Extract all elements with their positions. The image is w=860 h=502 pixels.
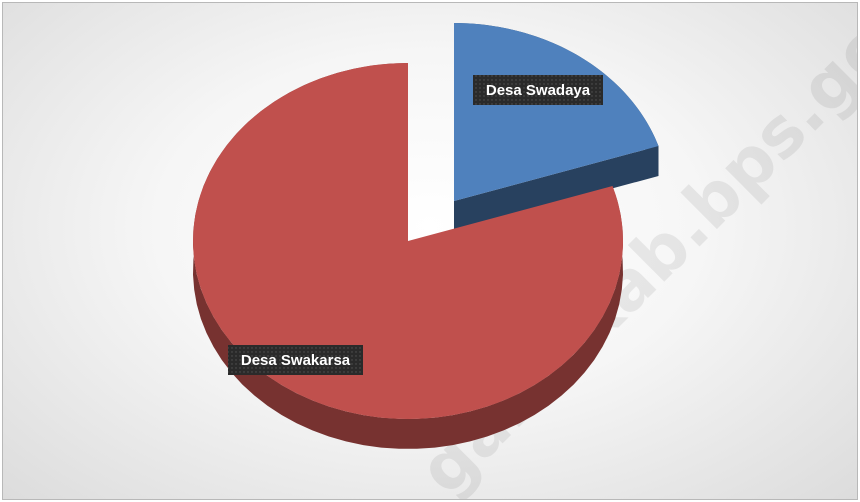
data-label-desa-swadaya: Desa Swadaya bbox=[473, 75, 603, 105]
pie-slice-desa-swakarsa bbox=[193, 63, 624, 449]
data-label-text: Desa Swadaya bbox=[486, 82, 591, 99]
data-label-text: Desa Swakarsa bbox=[241, 352, 351, 369]
pie-slice-desa-swadaya bbox=[454, 23, 659, 231]
data-label-desa-swakarsa: Desa Swakarsa bbox=[228, 345, 363, 375]
